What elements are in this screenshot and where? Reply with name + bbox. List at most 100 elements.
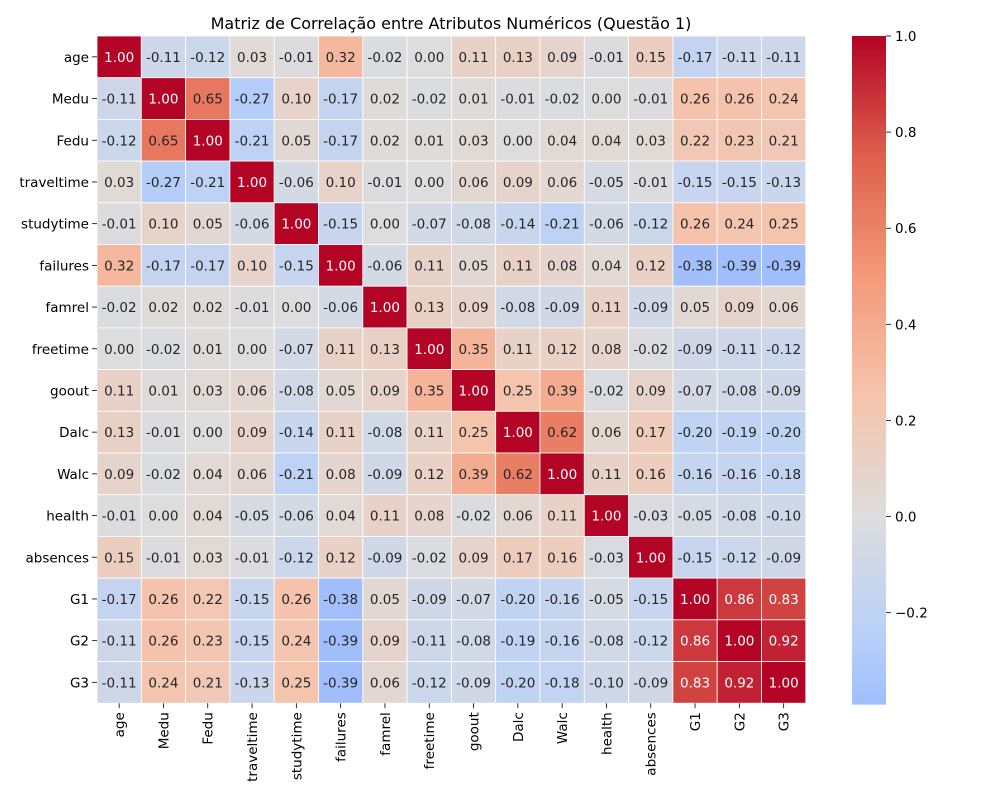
cell-value-label: 0.06 xyxy=(370,675,400,691)
cell-value-label: -0.17 xyxy=(323,133,358,149)
heatmap-cell xyxy=(495,410,541,454)
colorbar-segment xyxy=(852,680,886,685)
heatmap-cell xyxy=(672,35,718,79)
cell-value-label: -0.07 xyxy=(279,342,314,358)
colorbar-segment xyxy=(852,82,886,87)
y-tick-label: G1 xyxy=(70,592,89,608)
cell-value-label: -0.39 xyxy=(766,258,801,274)
colorbar-segment xyxy=(852,540,886,545)
cell-value-label: 0.00 xyxy=(193,425,223,441)
heatmap-cell xyxy=(362,77,408,120)
heatmap-cell xyxy=(539,285,585,329)
colorbar-segment xyxy=(852,306,886,311)
colorbar-segment xyxy=(852,496,886,501)
heatmap-cell xyxy=(583,327,629,370)
heatmap-cell xyxy=(273,77,319,120)
x-tick-label: Dalc xyxy=(511,712,527,742)
colorbar-segment xyxy=(852,617,886,622)
heatmap-cell xyxy=(96,160,142,204)
colorbar-segment xyxy=(852,597,886,602)
cell-value-label: -0.17 xyxy=(678,50,713,66)
heatmap-cell xyxy=(539,160,585,204)
cell-value-label: -0.12 xyxy=(279,550,314,566)
colorbar-segment xyxy=(852,610,886,615)
heatmap-cell xyxy=(406,285,452,329)
heatmap-cell xyxy=(583,410,629,454)
heatmap-cell xyxy=(406,244,452,287)
cell-value-label: -0.02 xyxy=(146,467,181,483)
heatmap-cell xyxy=(539,577,585,621)
colorbar-segment xyxy=(852,279,886,284)
heatmap-cell xyxy=(96,285,142,329)
x-tick-label: absences xyxy=(644,712,660,776)
heatmap-cell xyxy=(406,327,452,370)
heatmap-cell xyxy=(185,244,231,287)
cell-value-label: 0.62 xyxy=(503,467,533,483)
colorbar-segment xyxy=(852,126,886,131)
colorbar-segment xyxy=(852,349,886,354)
cell-value-label: -0.03 xyxy=(633,509,668,525)
colorbar-segment xyxy=(852,583,886,588)
cell-value-label: -0.14 xyxy=(500,217,535,233)
cell-value-label: 0.11 xyxy=(591,300,621,316)
heatmap-cell xyxy=(539,327,585,370)
cell-value-label: -0.08 xyxy=(589,634,624,650)
heatmap-cell xyxy=(140,202,187,245)
cell-value-label: 1.00 xyxy=(680,592,710,608)
cell-value-label: 0.06 xyxy=(547,175,577,191)
colorbar-segment xyxy=(852,637,886,642)
cell-value-label: 0.11 xyxy=(591,467,621,483)
colorbar-segment xyxy=(852,136,886,141)
colorbar-segment xyxy=(852,443,886,448)
colorbar-segment xyxy=(852,690,886,695)
heatmap-cell xyxy=(185,202,231,245)
heatmap-cell xyxy=(229,202,275,245)
x-tick-label: goout xyxy=(467,712,483,751)
cell-value-label: 0.08 xyxy=(591,342,621,358)
colorbar-segment xyxy=(852,336,886,341)
heatmap-cell xyxy=(229,452,275,496)
cell-value-labels: 1.00 -0.11 -0.12 0.03 -0.01 0.32 -0.02 0.00 0.11… xyxy=(102,50,801,691)
y-tick-label: freetime xyxy=(32,342,89,358)
cell-value-label: 0.21 xyxy=(769,133,799,149)
heatmap-cell xyxy=(716,244,762,287)
cell-value-label: 0.02 xyxy=(193,300,223,316)
heatmap-cell xyxy=(140,536,187,579)
colorbar-segment xyxy=(852,326,886,331)
cell-value-label: -0.13 xyxy=(766,175,801,191)
heatmap-cell xyxy=(495,369,541,412)
cell-value-label: 0.06 xyxy=(459,175,489,191)
heatmap-cell xyxy=(495,536,541,579)
heatmap-cell xyxy=(406,202,452,245)
colorbar-segment xyxy=(852,577,886,582)
cell-value-label: 1.00 xyxy=(724,634,754,650)
heatmap-cell xyxy=(318,661,364,704)
heatmap-cell xyxy=(761,577,807,621)
colorbar-segment xyxy=(852,343,886,348)
cell-value-label: 0.04 xyxy=(326,509,356,525)
cell-value-label: -0.01 xyxy=(102,509,137,525)
y-tick-label: goout xyxy=(50,383,89,399)
colorbar-tick-label: 0.4 xyxy=(895,317,916,333)
cell-value-label: -0.06 xyxy=(367,258,402,274)
heatmap-cell xyxy=(761,327,807,370)
cell-value-label: 0.00 xyxy=(281,300,311,316)
cell-value-label: 1.00 xyxy=(237,175,267,191)
colorbar-segment xyxy=(852,436,886,441)
colorbar-segment xyxy=(852,677,886,682)
cell-value-label: 0.00 xyxy=(104,342,134,358)
colorbar-segment xyxy=(852,72,886,77)
cell-value-label: 0.11 xyxy=(326,342,356,358)
cell-value-label: -0.01 xyxy=(146,425,181,441)
cell-value-label: -0.12 xyxy=(412,675,447,691)
heatmap-cell xyxy=(539,369,585,412)
heatmap-cell xyxy=(539,661,585,704)
cell-value-label: -0.08 xyxy=(456,634,491,650)
colorbar-segment xyxy=(852,570,886,575)
x-tick-label: G1 xyxy=(688,712,704,731)
cell-value-label: 0.26 xyxy=(281,592,311,608)
colorbar-segment xyxy=(852,557,886,561)
cell-value-label: -0.18 xyxy=(545,675,580,691)
heatmap-cell xyxy=(362,327,408,370)
colorbar-segment xyxy=(852,92,886,97)
